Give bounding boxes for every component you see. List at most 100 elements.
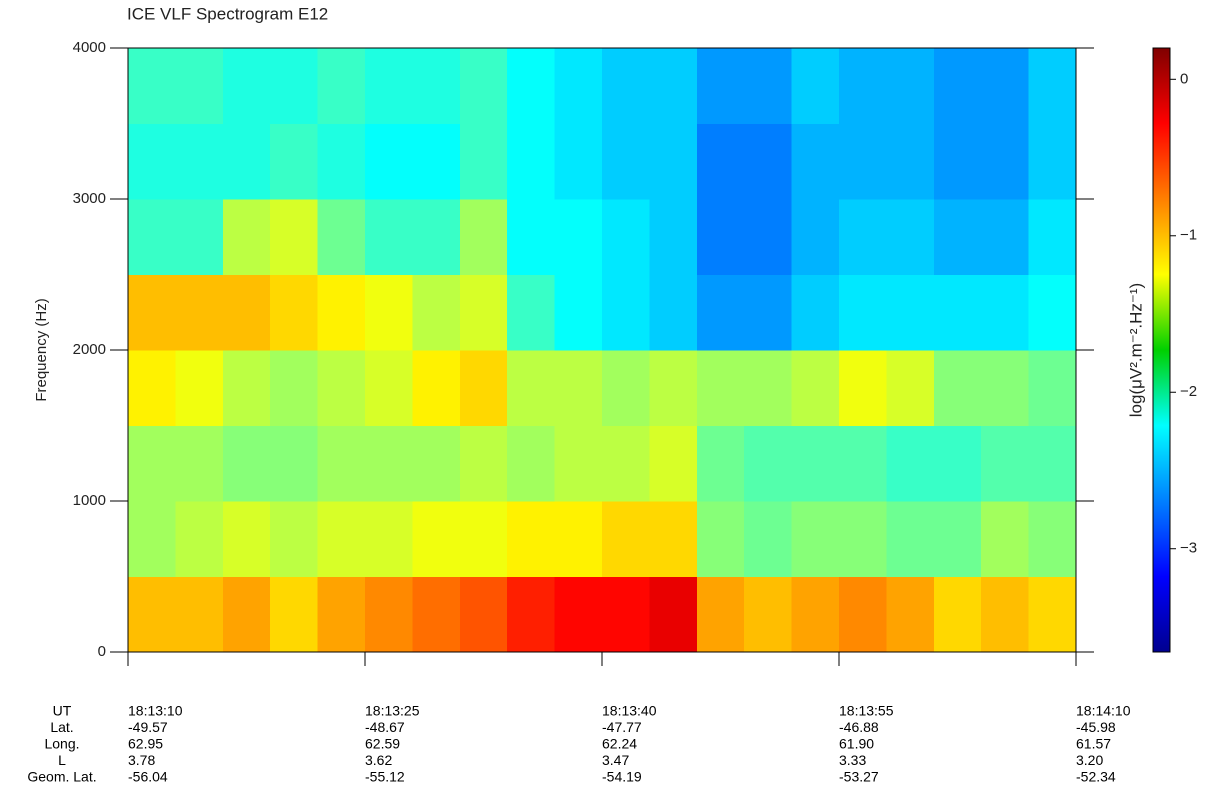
heatmap-cell xyxy=(791,576,840,653)
heatmap-cell xyxy=(507,425,556,502)
heatmap-cell xyxy=(1028,350,1077,426)
heatmap-cell xyxy=(886,199,935,275)
heatmap-cell xyxy=(1028,501,1077,577)
heatmap-cell xyxy=(412,350,461,426)
heatmap-cell xyxy=(791,123,840,200)
heatmap-cell xyxy=(222,350,271,426)
table-cell: 18:13:55 xyxy=(839,703,894,719)
table-cell: -45.98 xyxy=(1076,719,1116,735)
heatmap-cell xyxy=(128,350,176,426)
heatmap-cell xyxy=(744,350,793,426)
heatmap-cell xyxy=(128,274,176,351)
heatmap-cell xyxy=(459,123,508,200)
heatmap-cell xyxy=(459,425,508,502)
heatmap-cell xyxy=(222,501,271,577)
heatmap-cell xyxy=(839,425,887,502)
heatmap-cell xyxy=(839,576,887,653)
heatmap-cell xyxy=(744,199,793,275)
table-cell: 3.47 xyxy=(602,752,629,768)
heatmap-cell xyxy=(744,501,793,577)
table-cell: 18:13:25 xyxy=(365,703,420,719)
heatmap-cell xyxy=(886,48,935,124)
table-row-label: Long. xyxy=(44,736,79,752)
heatmap-cell xyxy=(981,123,1030,200)
table-cell: 3.62 xyxy=(365,752,392,768)
heatmap-cell xyxy=(696,199,745,275)
heatmap-cell xyxy=(602,123,650,200)
heatmap-cell xyxy=(886,274,935,351)
heatmap-cell xyxy=(459,274,508,351)
heatmap-cell xyxy=(649,501,698,577)
heatmap-cell xyxy=(981,576,1030,653)
heatmap-cell xyxy=(839,123,887,200)
heatmap-cell xyxy=(175,501,224,577)
heatmap-cell xyxy=(791,350,840,426)
heatmap-cell xyxy=(365,350,413,426)
heatmap-cell xyxy=(412,199,461,275)
table-cell: -47.77 xyxy=(602,719,642,735)
colorbar xyxy=(1152,47,1171,653)
heatmap-cell xyxy=(696,48,745,124)
table-cell: -55.12 xyxy=(365,769,405,785)
heatmap-cell xyxy=(507,199,556,275)
chart-title: ICE VLF Spectrogram E12 xyxy=(127,4,328,23)
heatmap-cell xyxy=(175,199,224,275)
heatmap-cell xyxy=(554,123,603,200)
heatmap-cell xyxy=(744,274,793,351)
heatmap-cell xyxy=(839,199,887,275)
table-cell: 3.78 xyxy=(128,752,155,768)
table-cell: 3.20 xyxy=(1076,752,1103,768)
table-row-label: UT xyxy=(53,703,72,719)
y-tick-label: 2000 xyxy=(73,341,106,358)
heatmap-cell xyxy=(222,576,271,653)
heatmap-cell xyxy=(886,576,935,653)
colorbar-tick-label: −3 xyxy=(1180,540,1197,557)
heatmap-cell xyxy=(365,576,413,653)
heatmap-cell xyxy=(365,425,413,502)
heatmap-cell xyxy=(507,576,556,653)
y-tick-label: 3000 xyxy=(73,190,106,207)
heatmap-cell xyxy=(507,123,556,200)
heatmap-cell xyxy=(554,199,603,275)
heatmap-cell xyxy=(602,274,650,351)
heatmap-cell xyxy=(1028,425,1077,502)
heatmap-cell xyxy=(696,274,745,351)
heatmap-cell xyxy=(365,199,413,275)
heatmap-cell xyxy=(365,274,413,351)
heatmap-cell xyxy=(270,576,319,653)
heatmap-cell xyxy=(933,501,982,577)
heatmap-cell xyxy=(744,425,793,502)
heatmap-cell xyxy=(128,576,176,653)
heatmap-cell xyxy=(317,576,366,653)
heatmap-cell xyxy=(981,199,1030,275)
colorbar-tick-label: 0 xyxy=(1180,70,1188,87)
heatmap-cell xyxy=(791,425,840,502)
heatmap-cell xyxy=(933,199,982,275)
heatmap-cell xyxy=(270,48,319,124)
heatmap-cell xyxy=(554,48,603,124)
colorbar-tick-label: −1 xyxy=(1180,227,1197,244)
heatmap-cell xyxy=(128,425,176,502)
table-cell: 61.57 xyxy=(1076,736,1111,752)
heatmap-cell xyxy=(270,274,319,351)
y-tick-label: 0 xyxy=(98,643,106,660)
heatmap-cell xyxy=(128,199,176,275)
table-cell: -56.04 xyxy=(128,769,168,785)
table-cell: -54.19 xyxy=(602,769,642,785)
heatmap-cell xyxy=(317,425,366,502)
heatmap-cell xyxy=(839,48,887,124)
heatmap-cell xyxy=(365,123,413,200)
heatmap-cell xyxy=(459,199,508,275)
heatmap-cell xyxy=(554,274,603,351)
heatmap-cell xyxy=(602,48,650,124)
heatmap-cell xyxy=(365,48,413,124)
table-cell: -46.88 xyxy=(839,719,879,735)
heatmap-cell xyxy=(412,123,461,200)
table-row-label: L xyxy=(58,752,66,768)
table-cell: 62.59 xyxy=(365,736,400,752)
heatmap-cell xyxy=(981,350,1030,426)
heatmap-cell xyxy=(602,350,650,426)
heatmap-cell xyxy=(412,576,461,653)
table-cell: -53.27 xyxy=(839,769,879,785)
